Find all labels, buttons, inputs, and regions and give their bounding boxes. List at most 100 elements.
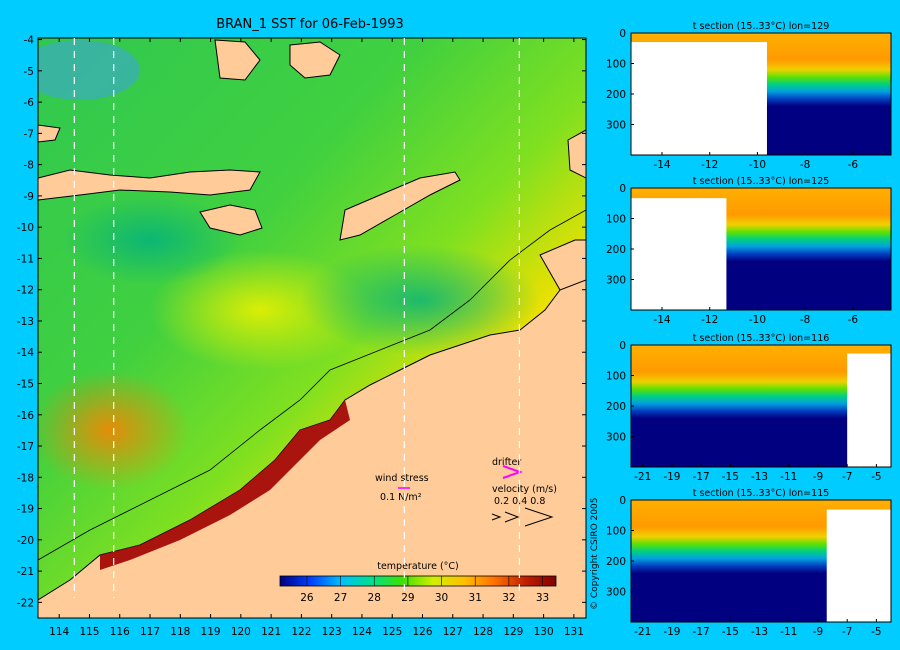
velocity-values: 0.2 0.4 0.8 <box>494 496 545 507</box>
section-panels: t section (15..33°C) lon=129 -14 -12 -10 -8 -… <box>606 21 892 638</box>
lon-tick-label: 114 <box>49 626 69 638</box>
section-x-tick-label: -7 <box>842 471 852 483</box>
warm-coastal-band <box>100 400 350 570</box>
colorbar-tick-label: 30 <box>435 592 448 604</box>
section-x-tick-label: -15 <box>722 471 739 483</box>
section-x-tick-label: -8 <box>800 314 810 326</box>
lat-tick-label: -13 <box>17 316 34 328</box>
copyright-notice: © Copyright CSIRO 2005 <box>590 498 600 610</box>
section-x-tick-label: -8 <box>800 159 810 171</box>
lat-tick-label: -19 <box>17 504 34 516</box>
island-north-a <box>214 39 261 81</box>
section-title: t section (15..33°C) lon=129 <box>693 21 830 32</box>
lon-tick-label: 115 <box>79 626 99 638</box>
section-x-tick-label: -10 <box>749 314 766 326</box>
section-x-tick-label: -14 <box>653 159 670 171</box>
section-y-tick-label: 100 <box>606 371 626 383</box>
lon-tick-label: 121 <box>261 626 281 638</box>
colorbar-tick-label: 33 <box>536 592 549 604</box>
section-x-tick-label: -12 <box>701 314 718 326</box>
wind-stress-value: 0.1 N/m² <box>380 492 422 503</box>
section-x-tick-label: -9 <box>813 626 823 638</box>
lon-tick-label: 125 <box>382 626 402 638</box>
lat-tick-label: -9 <box>24 191 34 203</box>
section-x-tick-label: -21 <box>634 471 651 483</box>
section-title: t section (15..33°C) lon=116 <box>693 333 830 344</box>
section-x-tick-label: -5 <box>871 471 881 483</box>
section-x-tick-label: -7 <box>842 626 852 638</box>
lat-tick-label: -16 <box>17 410 34 422</box>
colorbar-tick-label: 31 <box>469 592 482 604</box>
section-land-mask <box>847 353 891 467</box>
map-title: BRAN_1 SST for 06-Feb-1993 <box>216 17 404 32</box>
section-x-tick-label: -10 <box>749 159 766 171</box>
section-x-tick-label: -17 <box>693 626 710 638</box>
map-frame <box>37 37 587 619</box>
drifter-label: drifter <box>492 457 521 468</box>
lon-tick-label: 130 <box>534 626 554 638</box>
section-x-tick-label: -13 <box>751 471 768 483</box>
cool-patch-north <box>38 40 140 100</box>
section-x-tick-label: -11 <box>780 471 797 483</box>
lon-tick-label: 120 <box>231 626 251 638</box>
section-y-tick-label: 300 <box>606 432 626 444</box>
lon-tick-label: 129 <box>503 626 523 638</box>
lon-tick-label: 119 <box>201 626 221 638</box>
section-x-tick-label: -19 <box>663 471 680 483</box>
lat-tick-label: -4 <box>24 35 35 47</box>
section-x-tick-label: -5 <box>871 626 881 638</box>
section-land-mask <box>826 509 891 622</box>
lon-tick-label: 128 <box>473 626 493 638</box>
section-title: t section (15..33°C) lon=115 <box>693 488 830 499</box>
lat-tick-label: -18 <box>17 472 34 484</box>
lat-tick-label: -22 <box>17 597 34 609</box>
section-x-tick-label: -9 <box>813 471 823 483</box>
section-panel-1: t section (15..33°C) lon=125 -14 -12 -10 -8 -… <box>606 176 892 326</box>
warm-patch-south <box>38 370 190 490</box>
lat-tick-label: -21 <box>17 566 34 578</box>
section-title: t section (15..33°C) lon=125 <box>693 176 830 187</box>
wind-stress-label: wind stress <box>375 473 429 484</box>
lat-tick-label: -6 <box>24 97 35 109</box>
sulawesi-south <box>289 41 341 79</box>
section-y-tick-label: 200 <box>606 244 626 256</box>
cool-patch <box>60 195 240 285</box>
section-y-tick-label: 200 <box>606 401 626 413</box>
lon-tick-label: 124 <box>352 626 372 638</box>
section-panel-0: t section (15..33°C) lon=129 -14 -12 -10 -8 -… <box>606 21 892 171</box>
section-x-tick-label: -6 <box>848 314 859 326</box>
section-land-mask <box>631 42 767 156</box>
lon-tick-label: 118 <box>170 626 190 638</box>
colorbar-label: temperature (°C) <box>377 561 459 572</box>
island-chain-sunda <box>38 169 261 201</box>
section-y-tick-label: 0 <box>619 340 626 352</box>
section-y-tick-label: 300 <box>606 275 626 287</box>
lat-tick-label: -12 <box>17 285 34 297</box>
lat-tick-label: -7 <box>24 128 34 140</box>
section-panel-3: t section (15..33°C) lon=115 -21 -19 -17 -15… <box>606 488 892 638</box>
lat-tick-label: -11 <box>17 253 34 265</box>
section-x-tick-label: -15 <box>722 626 739 638</box>
drifter-key-icon <box>502 465 524 479</box>
cool-patch-east <box>300 245 540 355</box>
section-x-tick-label: -21 <box>634 626 651 638</box>
colorbar-tick-label: 26 <box>300 592 314 604</box>
section-x-tick-label: -13 <box>751 626 768 638</box>
island-east <box>567 129 586 179</box>
velocity-key-arrows <box>491 507 554 527</box>
lat-tick-label: -10 <box>17 222 34 234</box>
map-annotations: wind stress 0.1 N/m² drifter velocity (m… <box>73 38 557 604</box>
cobourg-land <box>539 239 586 291</box>
sumba-island <box>199 204 263 236</box>
lat-tick-label: -5 <box>24 66 34 78</box>
section-y-tick-label: 200 <box>606 556 626 568</box>
lat-tick-label: -8 <box>24 160 34 172</box>
lon-tick-label: 122 <box>291 626 311 638</box>
sst-map-field <box>38 38 586 618</box>
section-y-tick-label: 100 <box>606 526 626 538</box>
section-y-tick-label: 100 <box>606 59 626 71</box>
section-x-tick-label: -17 <box>693 471 710 483</box>
lat-tick-label: -15 <box>17 378 34 390</box>
section-y-tick-label: 0 <box>619 28 626 40</box>
